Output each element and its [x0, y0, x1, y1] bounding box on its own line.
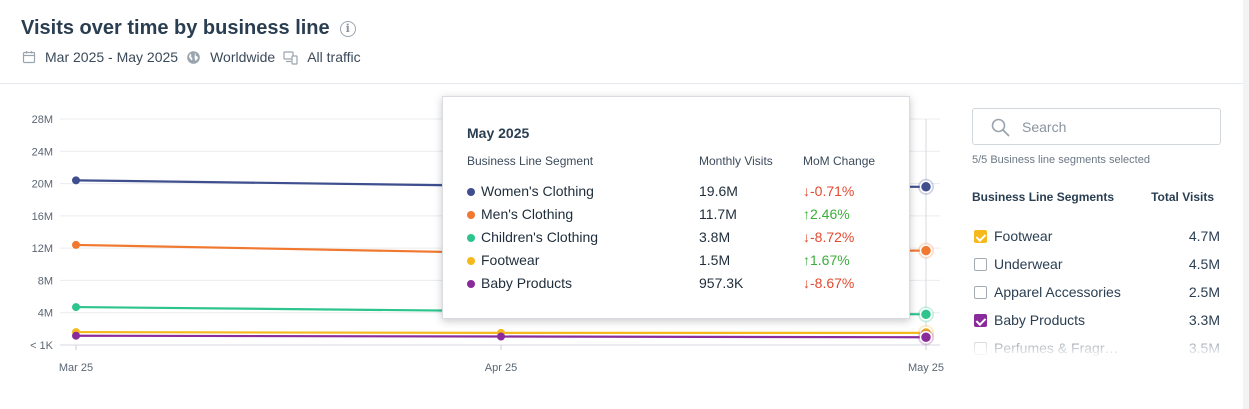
legend-dot: [467, 188, 475, 196]
segment-total: 4.5M: [1188, 256, 1220, 272]
arrow-down-icon: ↓: [803, 183, 810, 199]
segment-row[interactable]: Footwear 4.7M: [972, 227, 1220, 247]
segment-label: Underwear: [994, 256, 1063, 272]
traffic-filter[interactable]: All traffic: [283, 49, 361, 65]
tooltip-visits: 11.7M: [699, 206, 737, 222]
globe-icon: [187, 50, 200, 64]
list-fade: [972, 333, 1222, 358]
segment-row[interactable]: Underwear 4.5M: [972, 255, 1220, 275]
segment-total: 4.7M: [1188, 228, 1220, 244]
legend-dot: [467, 257, 475, 265]
devices-icon: [283, 50, 298, 65]
tooltip-row: Women's Clothing 19.6M ↓-0.71%: [467, 182, 897, 202]
tooltip-row: Baby Products 957.3K ↓-8.67%: [467, 274, 897, 294]
segment-checkbox[interactable]: [974, 258, 987, 271]
y-tick-label: 16M: [32, 211, 53, 223]
calendar-icon: [22, 51, 36, 64]
segment-total: 2.5M: [1188, 284, 1220, 300]
tooltip-header-visits: Monthly Visits: [699, 154, 773, 168]
title-row: Visits over time by business line i: [21, 17, 356, 40]
y-tick-label: 28M: [32, 114, 53, 126]
tooltip-segment-name: Footwear: [481, 252, 540, 268]
arrow-up-icon: ↑: [803, 252, 810, 268]
y-tick-label: 8M: [38, 275, 53, 287]
tooltip-change: ↓-0.71%: [803, 183, 854, 199]
region-label: Worldwide: [210, 49, 276, 65]
page-title: Visits over time by business line: [21, 17, 330, 39]
series-point: [72, 176, 80, 185]
date-range-filter[interactable]: Mar 2025 - May 2025: [22, 49, 178, 65]
change-value: -8.67%: [810, 275, 855, 291]
segment-checkbox[interactable]: [974, 286, 987, 299]
segment-label: Footwear: [994, 228, 1053, 244]
segment-label: Baby Products: [994, 312, 1086, 328]
segments-panel: 5/5 Business line segments selected Busi…: [972, 108, 1222, 358]
search-input[interactable]: [1022, 117, 1202, 137]
arrow-down-icon: ↓: [803, 275, 810, 291]
region-filter[interactable]: Worldwide: [186, 49, 275, 65]
series-point: [72, 240, 80, 249]
segment-total: 3.3M: [1188, 312, 1220, 328]
series-point: [497, 332, 505, 341]
tooltip-change: ↓-8.72%: [803, 229, 854, 245]
tooltip-header-change: MoM Change: [803, 154, 876, 168]
tooltip-change: ↑2.46%: [803, 206, 850, 222]
change-value: -8.72%: [810, 229, 855, 245]
tooltip-change: ↓-8.67%: [803, 275, 854, 291]
segment-search[interactable]: [972, 108, 1221, 145]
arrow-up-icon: ↑: [803, 206, 810, 222]
x-tick-label: Apr 25: [485, 362, 517, 374]
legend-dot: [467, 280, 475, 288]
series-point: [919, 331, 933, 344]
segment-checkbox[interactable]: [974, 230, 987, 243]
change-value: -0.71%: [810, 183, 855, 199]
tooltip-segment-name: Children's Clothing: [481, 229, 599, 245]
selected-count: 5/5 Business line segments selected: [972, 154, 1150, 166]
y-tick-label: 20M: [32, 179, 53, 191]
tooltip-row: Children's Clothing 3.8M ↓-8.72%: [467, 228, 897, 248]
page-scrollbar[interactable]: [1243, 0, 1249, 409]
legend-dot: [467, 234, 475, 242]
tooltip-segment-name: Baby Products: [481, 275, 573, 291]
arrow-down-icon: ↓: [803, 229, 810, 245]
tooltip-row: Footwear 1.5M ↑1.67%: [467, 251, 897, 271]
y-tick-label: 12M: [32, 243, 53, 255]
change-value: 1.67%: [810, 252, 850, 268]
tooltip-visits: 19.6M: [699, 183, 738, 199]
tooltip-row: Men's Clothing 11.7M ↑2.46%: [467, 205, 897, 225]
tooltip-change: ↑1.67%: [803, 252, 850, 268]
segment-checkbox[interactable]: [974, 314, 987, 327]
y-tick-label: 24M: [32, 146, 53, 158]
segment-row[interactable]: Apparel Accessories 2.5M: [972, 283, 1220, 303]
column-header-total: Total Visits: [1151, 190, 1214, 204]
tooltip-visits: 3.8M: [699, 229, 731, 245]
hover-tooltip: May 2025 Business Line Segment Monthly V…: [442, 96, 910, 319]
tooltip-title: May 2025: [467, 125, 530, 141]
date-range-label: Mar 2025 - May 2025: [45, 49, 179, 65]
column-header-segments: Business Line Segments: [972, 190, 1115, 204]
chart-header: Visits over time by business line i Mar …: [0, 0, 1249, 84]
y-tick-label: < 1K: [30, 340, 54, 352]
x-tick-label: Mar 25: [59, 362, 93, 374]
segment-row[interactable]: Baby Products 3.3M: [972, 311, 1220, 331]
search-icon: [991, 118, 1010, 137]
series-point: [919, 308, 933, 321]
change-value: 2.46%: [810, 206, 850, 222]
tooltip-visits: 1.5M: [699, 252, 731, 268]
series-point: [72, 303, 80, 312]
x-tick-label: May 25: [908, 362, 944, 374]
info-icon[interactable]: i: [339, 20, 356, 37]
series-point: [919, 244, 933, 257]
filters-bar: Mar 2025 - May 2025 Worldwide All traffi…: [22, 49, 369, 65]
traffic-label: All traffic: [307, 49, 361, 65]
series-point: [919, 180, 933, 194]
tooltip-header-segment: Business Line Segment: [467, 154, 594, 168]
series-point: [72, 331, 80, 340]
y-tick-label: 4M: [38, 308, 53, 320]
tooltip-segment-name: Men's Clothing: [481, 206, 574, 222]
tooltip-segment-name: Women's Clothing: [481, 183, 594, 199]
legend-dot: [467, 211, 475, 219]
segment-label: Apparel Accessories: [994, 284, 1121, 300]
tooltip-visits: 957.3K: [699, 275, 744, 291]
